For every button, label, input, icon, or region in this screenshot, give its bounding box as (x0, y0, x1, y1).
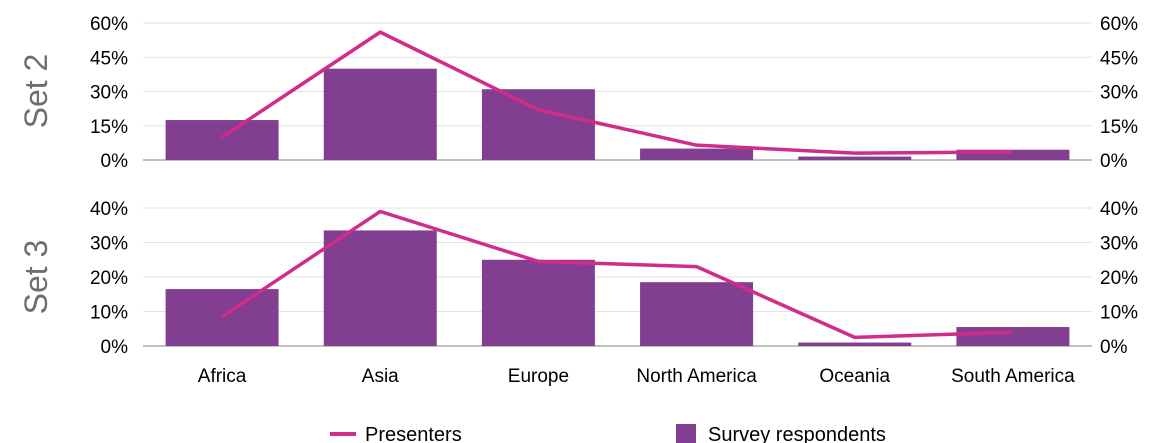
bar (323, 68, 437, 160)
y-tick-label-left: 20% (90, 268, 128, 289)
y-tick-label-left: 40% (90, 199, 128, 220)
x-tick-label: Asia (362, 366, 399, 387)
bar (323, 230, 437, 346)
x-tick-label: Oceania (819, 366, 890, 387)
y-tick-label-right: 30% (1100, 83, 1138, 104)
x-tick-label: Europe (508, 366, 569, 387)
bar (640, 282, 754, 346)
y-tick-label-left: 30% (90, 234, 128, 255)
bar (165, 289, 279, 346)
y-tick-label-left: 60% (90, 14, 128, 35)
legend-survey-respondents-label: Survey respondents (708, 424, 886, 443)
bar (798, 156, 912, 160)
line-series (221, 209, 1013, 340)
bar (640, 148, 754, 160)
panel-label: Set 3 (18, 240, 54, 315)
panel-1: 0% 0% 15% 15% 30% 30% 45% 45% 60% 60% Set 2 (18, 14, 1138, 172)
bar (956, 327, 1070, 346)
y-tick-label-right: 30% (1100, 234, 1138, 255)
y-tick-label-right: 10% (1100, 303, 1138, 324)
panel-label: Set 2 (18, 54, 54, 129)
chart-panels: 0% 0% 15% 15% 30% 30% 45% 45% 60% 60% Set 2 0% 0% 10%… (18, 14, 1138, 358)
legend-survey-respondents-swatch (676, 424, 696, 443)
y-tick-label-left: 30% (90, 83, 128, 104)
line-series (221, 30, 1013, 155)
y-tick-label-right: 0% (1100, 151, 1128, 172)
x-tick-label: South America (951, 366, 1075, 387)
y-tick-label-right: 60% (1100, 14, 1138, 35)
bar (481, 89, 595, 160)
y-tick-label-left: 45% (90, 48, 128, 69)
bar (798, 342, 912, 346)
bar (165, 120, 279, 160)
legend-presenters-label: Presenters (365, 424, 462, 443)
x-tick-label: North America (636, 366, 757, 387)
y-tick-label-right: 15% (1100, 117, 1138, 138)
bar (956, 149, 1070, 160)
x-axis: Africa Asia Europe North America Oceania Sout… (198, 366, 1075, 387)
x-tick-label: Africa (198, 366, 247, 387)
panel-2: 0% 0% 10% 10% 20% 20% 30% 30% 40% 40% Set 3 (18, 199, 1138, 358)
y-tick-label-left: 0% (101, 337, 129, 358)
y-tick-label-left: 10% (90, 303, 128, 324)
y-tick-label-right: 20% (1100, 268, 1138, 289)
y-tick-label-right: 45% (1100, 48, 1138, 69)
y-tick-label-right: 0% (1100, 337, 1128, 358)
y-tick-label-right: 40% (1100, 199, 1138, 220)
legend: Presenters Survey respondents (330, 424, 886, 443)
bar (481, 259, 595, 346)
y-tick-label-left: 15% (90, 117, 128, 138)
y-tick-label-left: 0% (101, 151, 129, 172)
